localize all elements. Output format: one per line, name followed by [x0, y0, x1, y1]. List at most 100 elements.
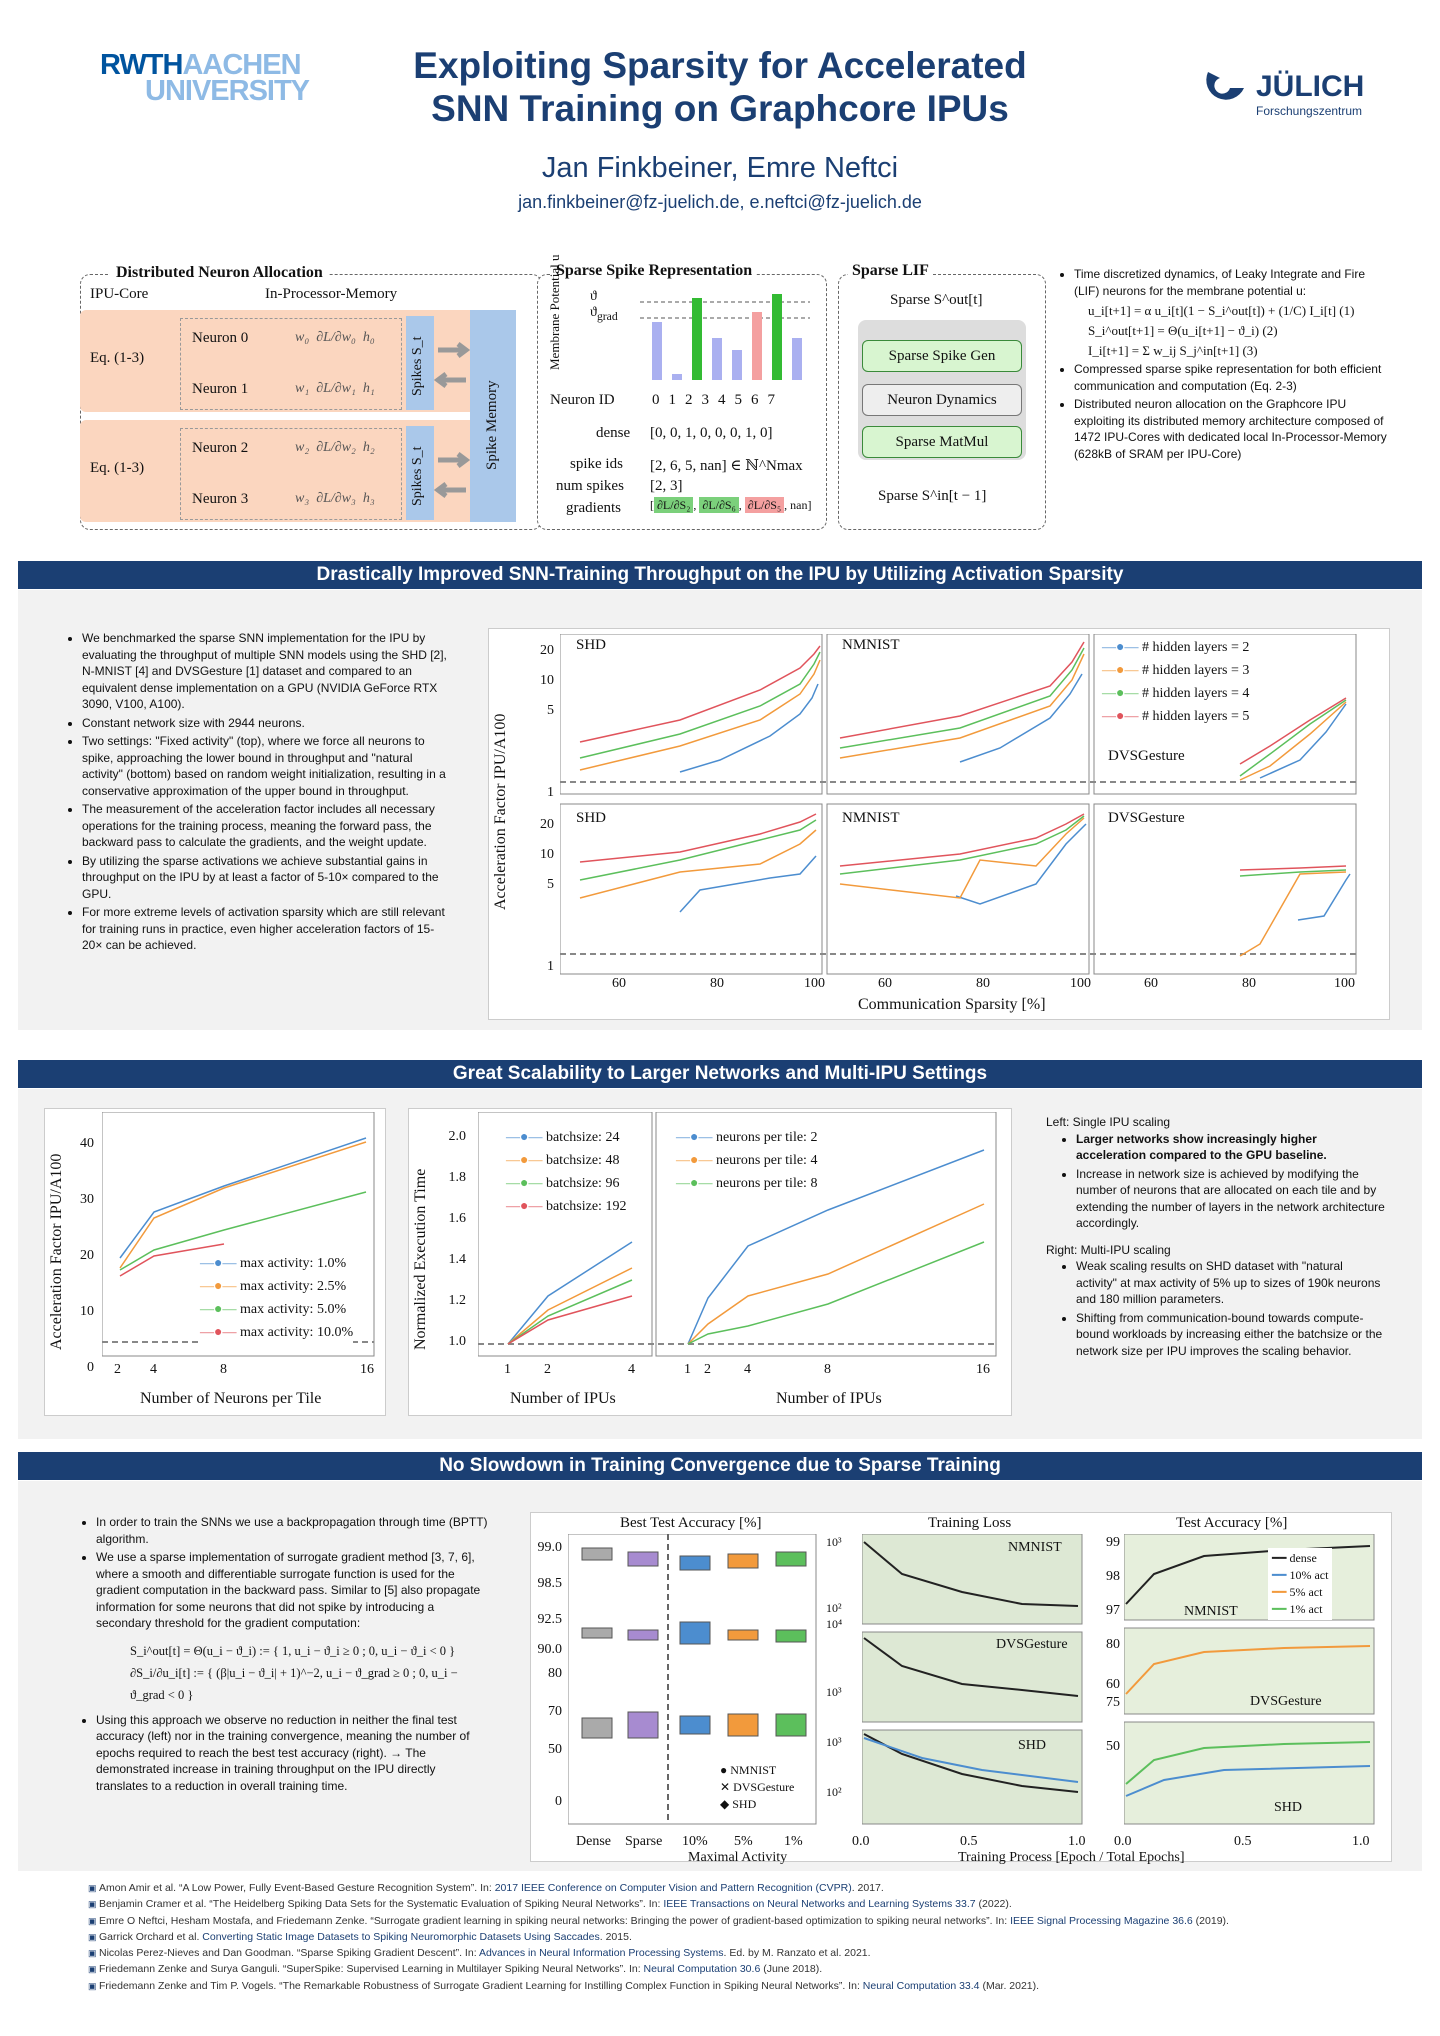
- m1-xtick-1: 1: [504, 1362, 511, 1377]
- ref-7: Friedemann Zenke and Tim P. Vogels. “The…: [88, 1978, 1229, 1994]
- intro-bullet-1: Time discretized dynamics, of Leaky Inte…: [1074, 266, 1390, 299]
- eq-label-2: Eq. (1-3): [90, 460, 145, 476]
- num-spikes-value: [2, 3]: [650, 478, 683, 494]
- box-xtick-5: 5%: [734, 1834, 753, 1849]
- box-title: Best Test Accuracy [%]: [620, 1515, 762, 1531]
- rwth-text: RWTH: [100, 49, 183, 81]
- section1-bar: Drastically Improved SNN-Training Throug…: [18, 561, 1422, 589]
- surrogate-equations: S_i^out[t] = Θ(u_i − ϑ_i) := { 1, u_i − …: [130, 1643, 458, 1702]
- theta-grad: ϑgrad: [590, 305, 618, 323]
- ssr-title: Sparse Spike Representation: [552, 262, 757, 280]
- m1-xtick-2: 2: [544, 1362, 551, 1377]
- loss-yticks: 10³ 10² 10⁴ 10³ 10³ 10²: [826, 1535, 843, 1799]
- sparse-spike-gen-box: Sparse Spike Gen: [862, 340, 1022, 372]
- xtick-1: 60: [612, 976, 626, 991]
- ref-6: Friedemann Zenke and Surya Ganguli. “Sup…: [88, 1961, 1229, 1977]
- panel-dvs-bottom: DVSGesture: [1108, 810, 1185, 826]
- xtick-7: 60: [1144, 976, 1158, 991]
- acc-legend: ━━ dense ━━ 10% act ━━ 5% act ━━ 1% act: [1268, 1548, 1333, 1620]
- loss-panel-dvs: DVSGesture: [996, 1637, 1068, 1652]
- neuron-1: Neuron 1: [192, 381, 249, 397]
- neuron-group-1: [180, 318, 402, 410]
- box-xtick-dense: Dense: [576, 1834, 611, 1849]
- sec1-xlabel: Communication Sparsity [%]: [858, 996, 1046, 1013]
- sec2-mid2-legend: —●— neurons per tile: 2 —●— neurons per …: [676, 1130, 818, 1191]
- m1-xtick-3: 4: [628, 1362, 635, 1377]
- email: jan.finkbeiner@fz-juelich.de, e.neftci@f…: [518, 192, 922, 212]
- sec1-ylabel: Acceleration Factor IPU/A100: [492, 713, 509, 910]
- m2-xtick-5: 16: [976, 1362, 990, 1377]
- intro-bullet-3: Distributed neuron allocation on the Gra…: [1074, 396, 1390, 462]
- neuron-3: Neuron 3: [192, 491, 249, 507]
- acc-panel-nmnist: NMNIST: [1184, 1604, 1238, 1619]
- sec3-xlabel: Training Process [Epoch / Total Epochs]: [958, 1850, 1185, 1865]
- sec2-left-legend: —●— max activity: 1.0% —●— max activity:…: [200, 1252, 354, 1344]
- sec1-figure: [488, 628, 1390, 1020]
- l-xtick-3: 8: [220, 1362, 227, 1377]
- rwth-logo: RWTHAACHEN UNIVERSITY: [100, 49, 310, 107]
- m2-xtick-1: 1: [684, 1362, 691, 1377]
- sec2-mid-yticks: 2.0 1.8 1.6 1.4 1.2 1.0: [448, 1129, 467, 1349]
- box-xlabel: Maximal Activity: [688, 1850, 788, 1865]
- xtick-4: 60: [878, 976, 892, 991]
- dense-value: [0, 0, 1, 0, 0, 0, 1, 0]: [650, 425, 773, 441]
- dense-label: dense: [596, 425, 631, 441]
- loss-panel-nmnist: NMNIST: [1008, 1540, 1062, 1555]
- lif-equations: u_i[t+1] = α u_i[t](1 − S_i^out[t]) + (1…: [1088, 303, 1355, 358]
- panel-nmnist-bottom: NMNIST: [842, 810, 900, 826]
- sec1-legend: —●— # hidden layers = 2 —●— # hidden lay…: [1102, 640, 1250, 724]
- acc-xtick-05: 0.5: [1234, 1834, 1252, 1849]
- section2-bar: Great Scalability to Larger Networks and…: [18, 1060, 1422, 1088]
- acc-yticks: 99 98 97 80 60 75 50: [1106, 1535, 1120, 1754]
- slif-title: Sparse LIF: [848, 262, 933, 280]
- neuron-id-label: Neuron ID: [550, 392, 615, 408]
- sec2-mid1-legend: —●— batchsize: 24 —●— batchsize: 48 —●— …: [506, 1130, 627, 1214]
- w3: w₃ ∂L/∂w₃ h₃: [295, 491, 375, 506]
- sec1-panel-frames: [560, 634, 1357, 975]
- w2: w₂ ∂L/∂w₂ h₂: [295, 440, 375, 455]
- intro-bullets: Time discretized dynamics, of Leaky Inte…: [1058, 266, 1390, 464]
- xtick-6: 100: [1070, 976, 1091, 991]
- references: Amon Amir et al. “A Low Power, Fully Eve…: [88, 1880, 1229, 1994]
- sec3-bullets: In order to train the SNNs we use a back…: [80, 1514, 490, 1796]
- panel-dvs-top: DVSGesture: [1108, 748, 1185, 764]
- university-text: UNIVERSITY: [145, 75, 310, 107]
- w0: w₀ ∂L/∂w₀ h₀: [295, 330, 375, 345]
- acc-panel-dvs: DVSGesture: [1250, 1694, 1322, 1709]
- loss-plots: [862, 1534, 1083, 1825]
- l-xtick-4: 16: [360, 1362, 374, 1377]
- l-xtick-1: 2: [114, 1362, 121, 1377]
- slif-out: Sparse S^out[t]: [890, 292, 983, 308]
- theta: ϑ: [590, 289, 597, 304]
- acc-panel-shd: SHD: [1274, 1800, 1303, 1815]
- neuron-group-2: [180, 428, 402, 520]
- loss-xtick-0: 0.0: [852, 1834, 870, 1849]
- sec2-mid-ylabel: Normalized Execution Time: [412, 1168, 429, 1350]
- m2-xtick-4: 8: [824, 1362, 831, 1377]
- gradients-value: [∂L/∂S₂, ∂L/∂S₆, ∂L/∂S₅, nan]: [650, 497, 812, 513]
- eq-label-1: Eq. (1-3): [90, 350, 145, 366]
- spike-ids-label: spike ids: [570, 456, 623, 472]
- spike-memory-box: Spike Memory: [470, 310, 516, 522]
- sec1-bullets: We benchmarked the sparse SNN implementa…: [66, 630, 451, 956]
- acc-xtick-1: 1.0: [1352, 1834, 1370, 1849]
- neuron-0: Neuron 0: [192, 330, 249, 346]
- acc-title: Test Accuracy [%]: [1176, 1515, 1288, 1531]
- ssr-bar-chart: [640, 294, 810, 380]
- panel-shd-bottom: SHD: [576, 810, 607, 826]
- poster-title: Exploiting Sparsity for Accelerated SNN …: [413, 45, 1027, 129]
- box-plot: [568, 1534, 817, 1825]
- box-yticks: 99.0 98.5 92.5 90.0 80 70 50 0: [537, 1540, 563, 1809]
- w1: w₁ ∂L/∂w₁ h₁: [295, 381, 375, 396]
- sec2-mid2-xlabel: Number of IPUs: [776, 1390, 882, 1407]
- box-xtick-1: 1%: [784, 1834, 803, 1849]
- m2-xtick-3: 4: [744, 1362, 751, 1377]
- spikes-box-1: Spikes S_t: [406, 316, 434, 410]
- loss-xtick-05: 0.5: [960, 1834, 978, 1849]
- sec1-yticks-bottom: 20 10 5 1: [540, 817, 554, 974]
- loss-xtick-1: 1.0: [1068, 1834, 1086, 1849]
- ssr-ylabel: Membrane Potential u: [547, 254, 562, 370]
- sec1-bottom-curves: [579, 813, 1351, 957]
- ref-4: Garrick Orchard et al. Converting Static…: [88, 1929, 1229, 1945]
- sec2-left-ylabel: Acceleration Factor IPU/A100: [48, 1153, 65, 1350]
